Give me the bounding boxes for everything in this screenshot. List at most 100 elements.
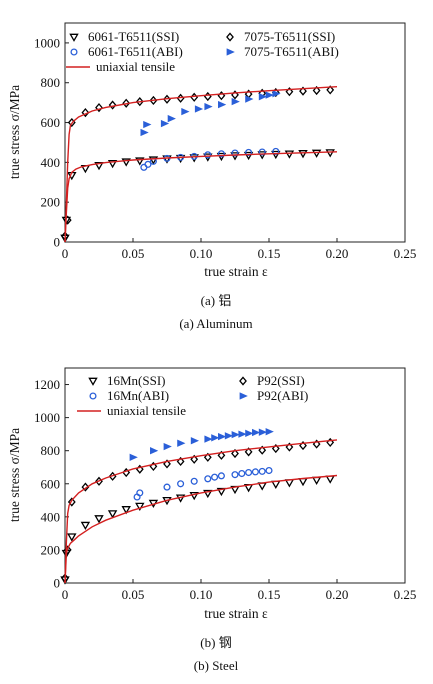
- legend-label: P92(ABI): [257, 388, 308, 403]
- y-tick-label: 1000: [34, 410, 60, 425]
- data-point: [231, 448, 239, 459]
- data-point: [251, 468, 259, 476]
- y-tick-label: 1000: [34, 35, 60, 50]
- plot-frame: [64, 367, 406, 584]
- data-point: [181, 107, 190, 116]
- data-point: [265, 466, 273, 475]
- x-tick-label: 0.10: [190, 587, 213, 602]
- data-point: [272, 147, 280, 155]
- data-point: [216, 487, 227, 497]
- legend-label: uniaxial tensile: [107, 403, 186, 418]
- uniaxial-tensile-curve: [64, 474, 338, 584]
- y-tick-label: 0: [54, 576, 61, 591]
- caption-cn: (a) 铝: [201, 293, 232, 308]
- data-point: [190, 477, 198, 485]
- data-point: [204, 151, 212, 159]
- data-point: [177, 439, 186, 447]
- data-point: [204, 475, 212, 483]
- legend-label: 7075-T6511(SSI): [244, 29, 335, 44]
- data-point: [272, 90, 281, 98]
- legend-label: 16Mn(ABI): [107, 388, 169, 403]
- series-7075-t6511-abi-: [140, 90, 281, 137]
- legend-marker: [239, 376, 247, 386]
- data-point: [167, 114, 176, 123]
- y-tick-label: 200: [41, 195, 61, 210]
- legend-label: 7075-T6511(ABI): [244, 44, 339, 59]
- data-point: [135, 502, 145, 512]
- series-16mn-abi-: [133, 466, 273, 501]
- data-point: [231, 97, 240, 106]
- x-axis-label: true strain ε: [204, 606, 268, 621]
- data-point: [218, 100, 227, 109]
- data-point: [94, 161, 104, 171]
- tick-labels: 0 0.05 0.10 0.15 0.20 0.25 0 200 400 600 800 1000 12…: [34, 377, 416, 602]
- data-point: [122, 98, 131, 108]
- data-point: [245, 468, 253, 477]
- data-point: [326, 85, 335, 95]
- data-point: [243, 151, 254, 161]
- data-point: [271, 150, 281, 160]
- data-point: [81, 107, 90, 118]
- data-point: [231, 431, 240, 439]
- legend-marker: [70, 48, 78, 56]
- data-point: [175, 154, 186, 164]
- data-point: [163, 459, 171, 469]
- data-point: [299, 86, 307, 96]
- data-point: [265, 91, 274, 99]
- data-point: [203, 91, 212, 102]
- data-point: [298, 150, 308, 159]
- data-point: [218, 432, 227, 441]
- data-point: [211, 473, 219, 481]
- data-series: [60, 428, 338, 585]
- data-point: [95, 103, 103, 113]
- data-point: [194, 105, 204, 113]
- data-point: [285, 87, 294, 97]
- data-point: [148, 156, 159, 165]
- data-point: [121, 506, 131, 515]
- data-point: [135, 157, 145, 166]
- y-tick-label: 600: [41, 115, 61, 130]
- legend: 6061-T6511(SSI) 7075-T6511(SSI) 6061-T6511…: [66, 29, 339, 74]
- data-series: [60, 85, 338, 243]
- data-point: [299, 440, 307, 451]
- y-tick-label: 600: [41, 476, 61, 491]
- data-point: [108, 100, 117, 110]
- data-point: [189, 491, 199, 501]
- data-point: [245, 95, 254, 103]
- data-point: [80, 521, 91, 531]
- caption-cn: (b) 钢: [200, 635, 231, 650]
- x-tick-label: 0.15: [258, 246, 281, 261]
- data-point: [258, 93, 268, 101]
- data-point: [136, 489, 144, 497]
- x-tick-label: 0.05: [122, 246, 145, 261]
- data-point: [325, 149, 335, 158]
- legend-label: 6061-T6511(SSI): [88, 29, 179, 44]
- data-point: [238, 430, 247, 438]
- uniaxial-tensile-curve: [64, 439, 338, 584]
- data-point: [94, 515, 104, 524]
- x-tick-label: 0.05: [122, 587, 145, 602]
- data-point: [204, 435, 213, 443]
- legend-marker: [89, 392, 97, 400]
- y-tick-label: 1200: [34, 377, 60, 392]
- data-point: [217, 150, 225, 158]
- data-point: [224, 432, 234, 440]
- data-point: [245, 429, 254, 437]
- data-point: [312, 85, 321, 96]
- data-point: [245, 148, 253, 156]
- data-point: [252, 428, 261, 437]
- data-point: [190, 454, 199, 464]
- legend-label: 6061-T6511(ABI): [88, 44, 183, 59]
- data-point: [135, 97, 144, 107]
- y-tick-label: 0: [54, 235, 61, 250]
- data-point: [312, 439, 321, 449]
- data-point: [311, 149, 322, 158]
- legend-label: uniaxial tensile: [96, 59, 175, 74]
- series-p92-abi-: [129, 428, 274, 461]
- data-point: [163, 442, 172, 451]
- data-point: [231, 471, 239, 479]
- caption-en: (a) Aluminum: [179, 316, 252, 331]
- legend-label: P92(SSI): [257, 373, 305, 388]
- data-point: [107, 160, 118, 169]
- y-tick-label: 800: [41, 443, 61, 458]
